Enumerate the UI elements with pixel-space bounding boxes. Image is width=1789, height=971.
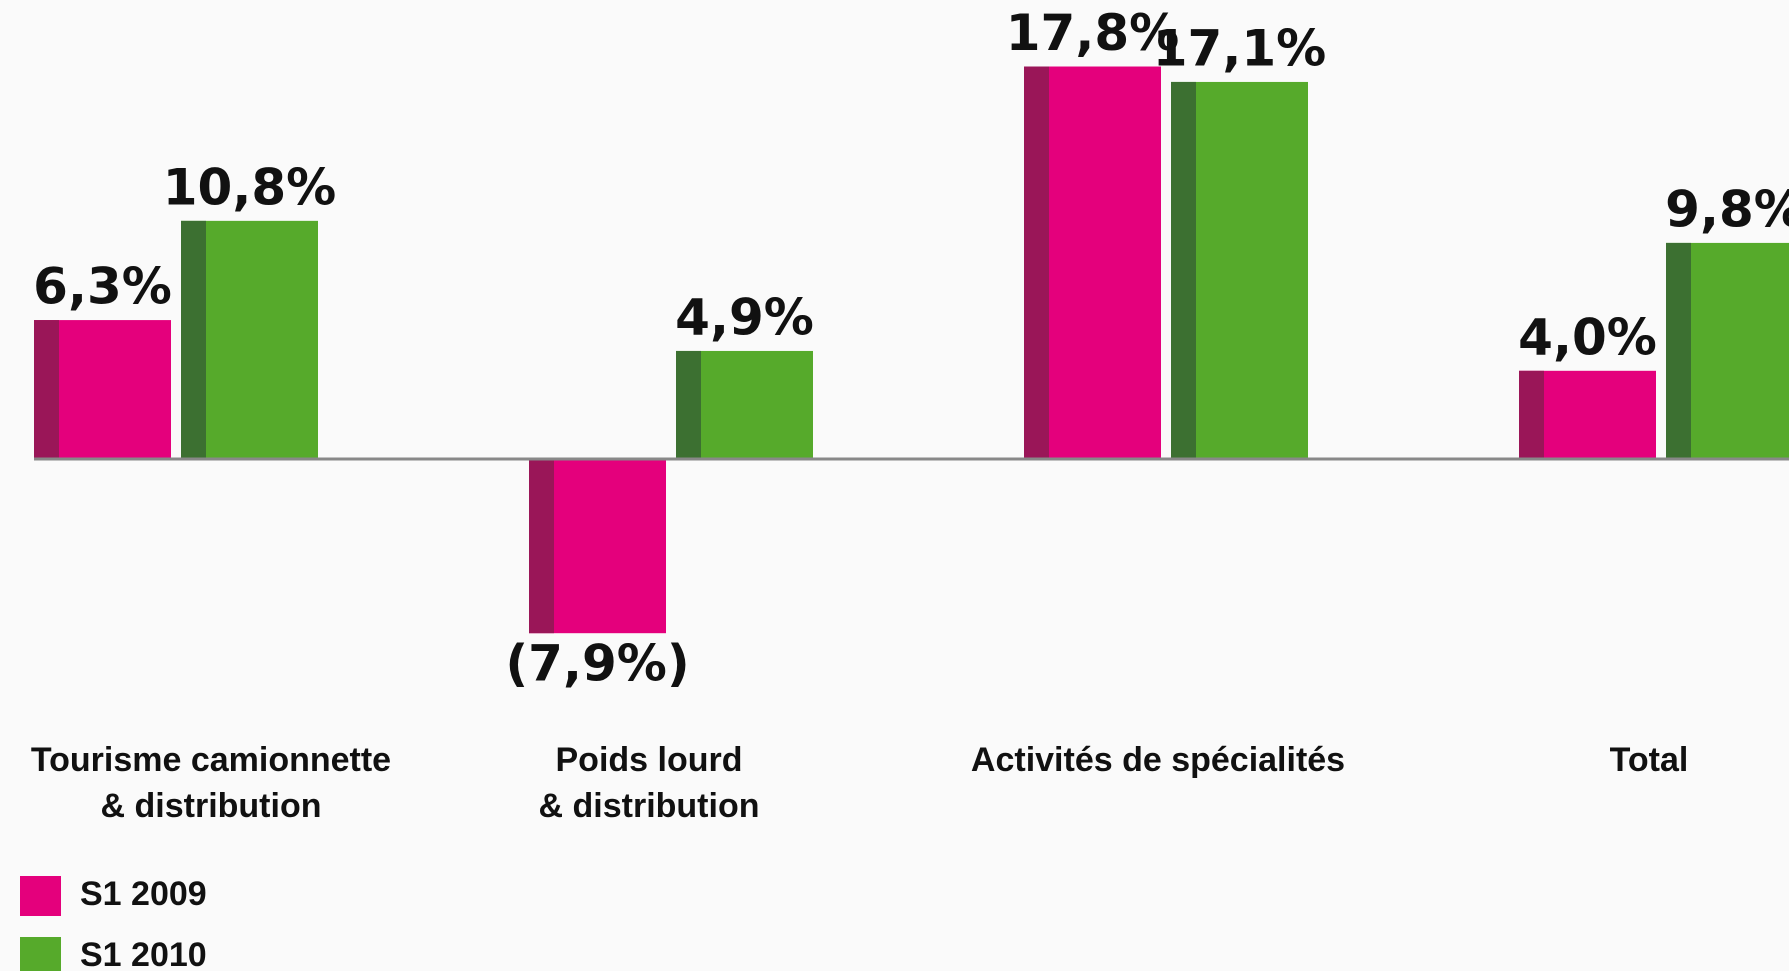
value-label: (7,9%) (505, 635, 689, 693)
value-label: 4,0% (1518, 308, 1657, 366)
bar-side (1024, 66, 1049, 459)
bar-side (1171, 81, 1196, 459)
value-label: 4,9% (675, 288, 814, 346)
value-label: 6,3% (33, 258, 172, 316)
bar (676, 350, 813, 459)
bar (1171, 81, 1308, 459)
bar-side (1519, 370, 1544, 459)
bar (529, 459, 666, 634)
value-label: 17,1% (1153, 19, 1326, 77)
value-label: 10,8% (163, 158, 336, 216)
bar (34, 320, 171, 459)
bar (1666, 242, 1789, 459)
legend-swatch (20, 876, 61, 916)
bar-side (181, 220, 206, 459)
x-tick-label: Tourisme camionnette & distribution (31, 741, 391, 825)
bar (181, 220, 318, 459)
bar-side (529, 459, 554, 634)
value-label: 17,8% (1006, 4, 1179, 62)
x-tick-label: Poids lourd & distribution (539, 741, 760, 825)
bar (1519, 370, 1656, 459)
x-tick-label: Activités de spécialités (971, 741, 1345, 779)
bar-side (1666, 242, 1691, 459)
legend-swatch (20, 937, 61, 971)
bar (1024, 66, 1161, 459)
x-tick-label: Total (1610, 741, 1689, 779)
value-label: 9,8% (1665, 180, 1789, 238)
legend-label: S1 2009 (80, 875, 207, 913)
bar-side (34, 320, 59, 459)
legend-label: S1 2010 (80, 936, 207, 971)
bar-side (676, 350, 701, 459)
